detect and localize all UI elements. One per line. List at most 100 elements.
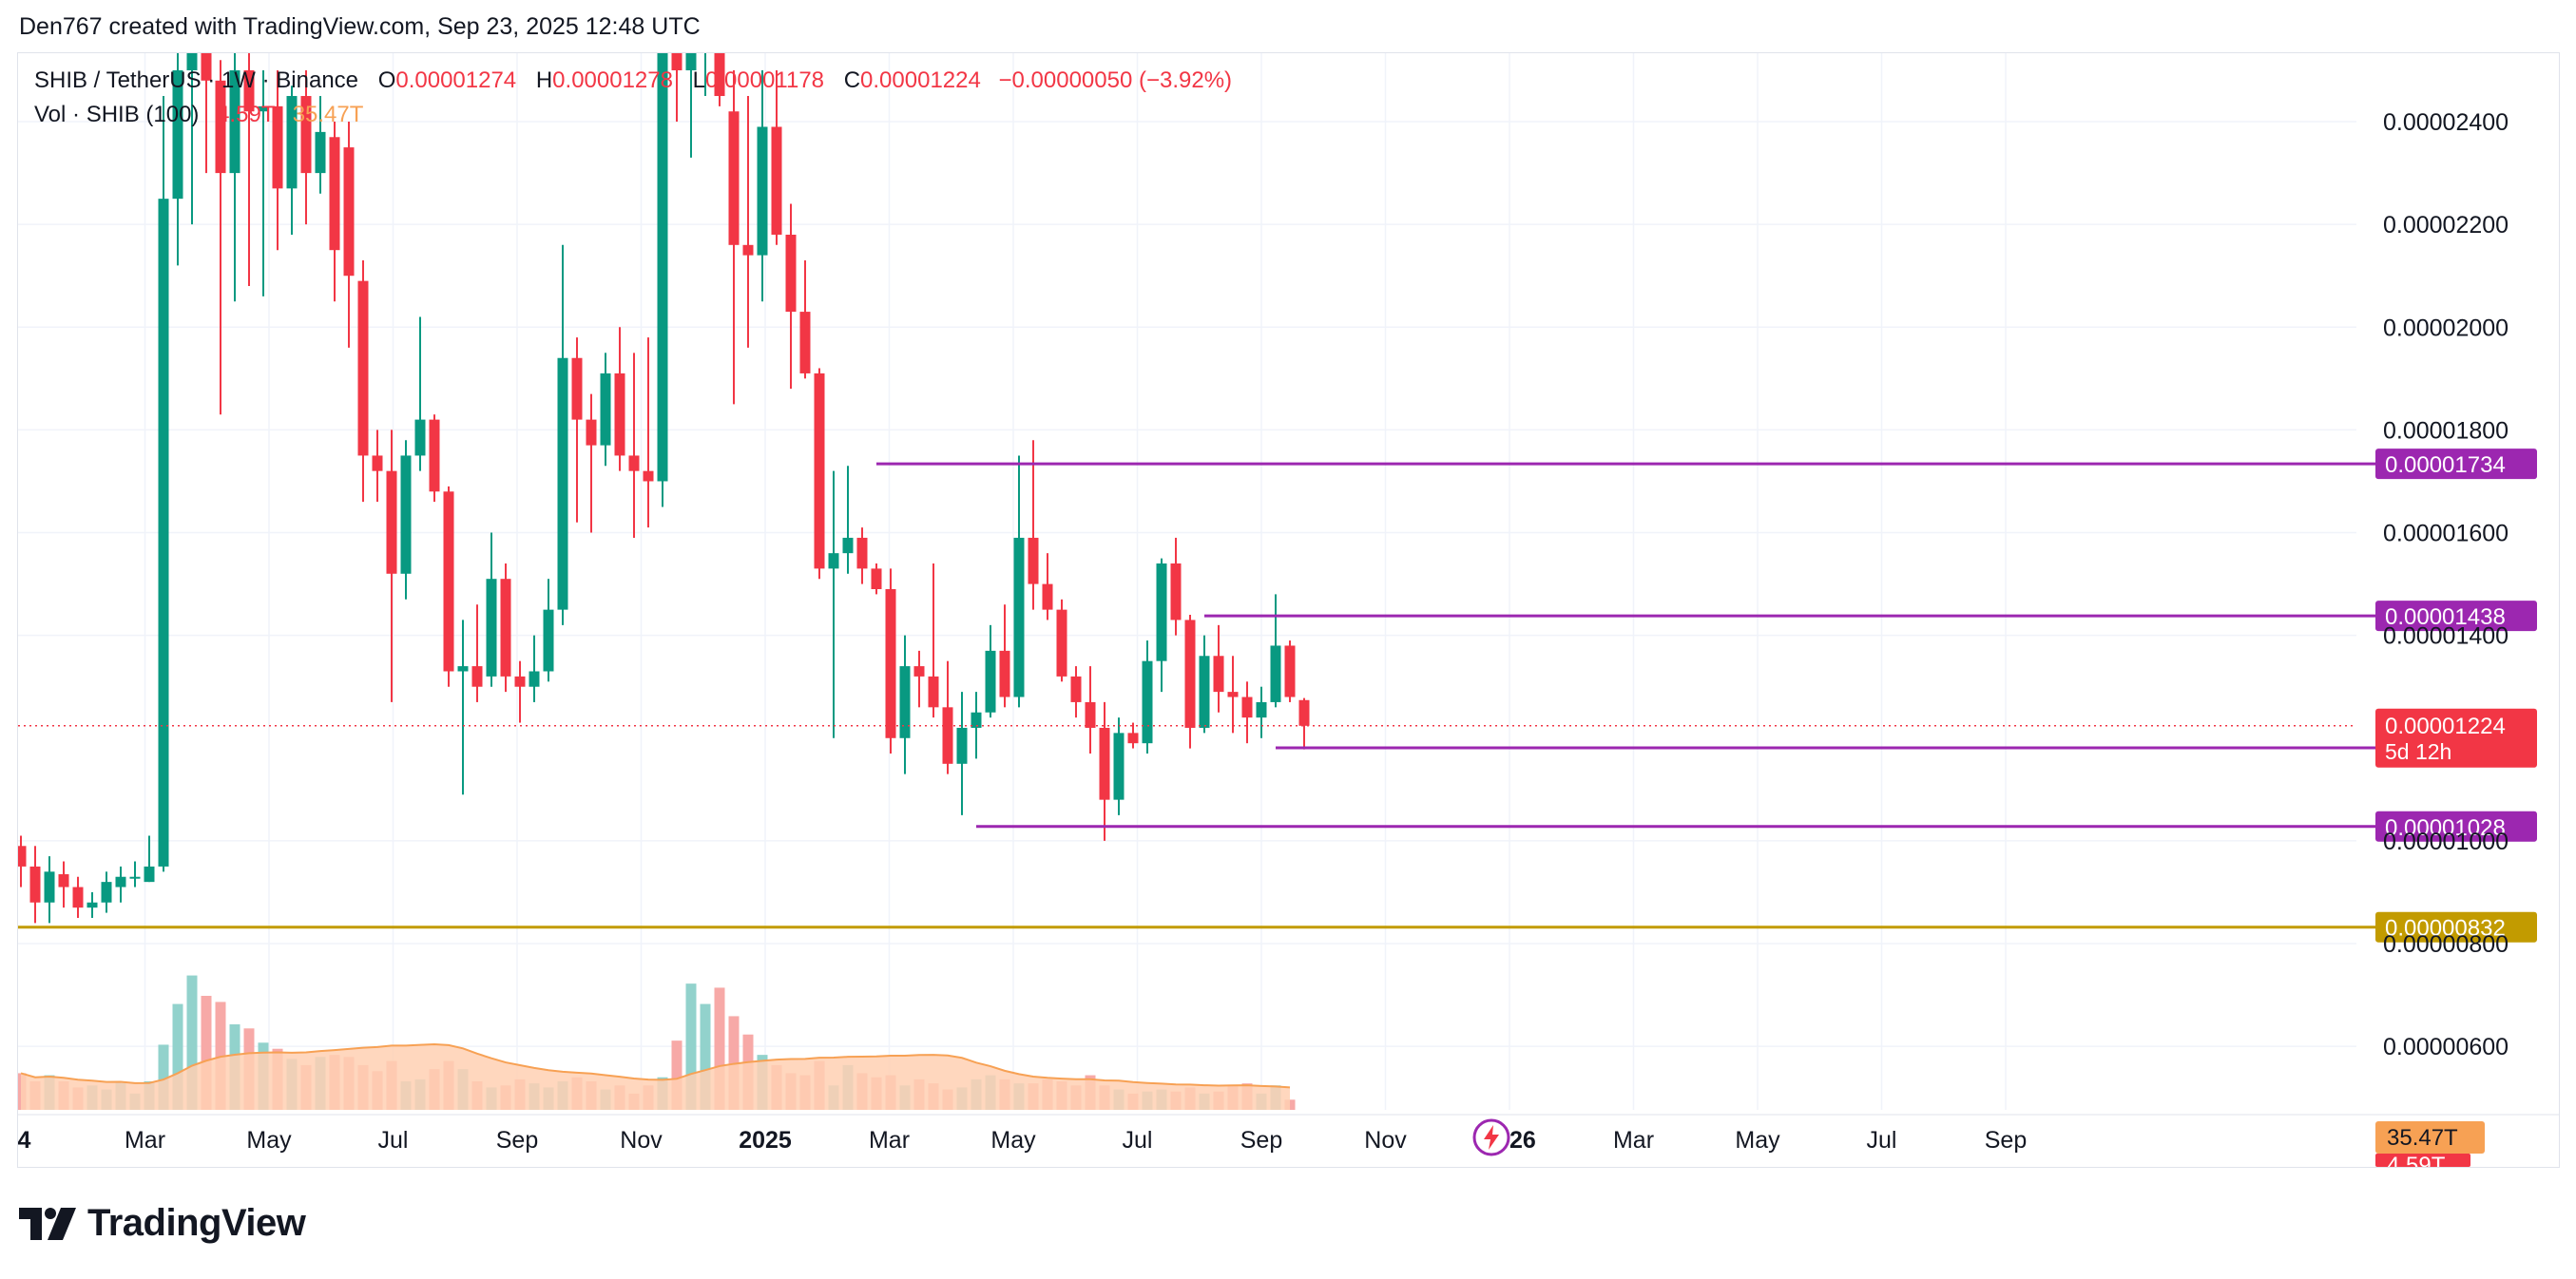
candle [29,846,41,924]
candle-body [657,53,668,482]
candle-body [87,902,98,908]
candle [1056,599,1067,682]
time-tick-label: Sep [496,1127,538,1154]
candle [500,563,511,693]
price-tick-label: 0.00000600 [2383,1034,2509,1060]
candle-body [799,312,811,373]
candle-body [586,419,597,446]
candle [286,86,298,235]
candle-body [1042,583,1053,610]
candle [1028,440,1039,610]
candle [600,353,611,467]
price-tick-label: 0.00001000 [2383,829,2509,855]
candle [58,861,69,908]
candle [529,635,540,702]
chart-credit-header: Den767 created with TradingView.com, Sep… [19,13,701,40]
time-tick-label: Jul [1867,1127,1897,1154]
candlestick-chart[interactable]: 0.000017340.000014380.000011810.00001028… [18,53,2559,1167]
candle [372,430,383,503]
legend-open-label: O [377,67,396,93]
candle-body [29,866,41,903]
level-price-tag [2375,811,2537,842]
candle [514,660,526,723]
candle [956,692,968,815]
candle [871,563,882,595]
candle-body [742,244,754,256]
candle-body [1127,733,1139,744]
tradingview-logo[interactable]: TradingView [19,1202,306,1245]
volume-ma-tag-text: 35.47T [2387,1125,2458,1151]
candle [172,53,183,266]
candle-body [101,882,112,903]
candle-body [571,357,583,420]
candle [229,53,240,302]
candle-body [44,871,55,903]
candle-body [457,666,469,672]
candle [785,203,797,390]
candle-body [172,70,183,200]
price-axis: 0.00002400 0.00002200 0.00002000 0.00001800… [2383,109,2509,1060]
candle [258,70,269,296]
time-axis: 024MarMayJulSepNov2025MarMayJulSepNov202… [18,1127,2027,1154]
candle [1113,717,1125,815]
legend-price-row: SHIB / TetherUS · 1W · Binance O0.000012… [34,64,1232,98]
candle [1213,624,1224,713]
candle [614,327,625,471]
candle-body [343,147,355,277]
legend-open-value: 0.00001274 [395,67,517,93]
tradingview-logo-icon [19,1207,76,1240]
volume-bar [685,983,697,1110]
candle-body [757,126,768,256]
time-tick-label: 2025 [739,1127,792,1154]
chart-panel[interactable]: 0.000017340.000014380.000011810.00001028… [17,52,2560,1168]
candle [72,876,84,918]
price-tick-label: 0.00002200 [2383,212,2509,239]
candle-body [600,372,611,446]
candle-body [842,537,854,554]
candle [129,861,141,888]
candle-body [529,671,540,687]
volume-ma-tag [2375,1121,2485,1154]
candle [814,368,825,580]
candle [557,244,568,625]
candle [457,620,469,795]
candle [400,440,412,600]
candle-body [1028,537,1039,584]
candle-body [614,372,625,456]
candle-body [18,846,27,867]
volume-bar [700,1003,711,1110]
time-tick-label: Jul [1123,1127,1153,1154]
candle-body [115,876,126,888]
candle [343,122,355,348]
candle [628,353,640,538]
legend-low-value: 0.00001178 [705,67,825,93]
candle-body [557,357,568,610]
candle-body [215,80,226,174]
time-tick-label: May [1735,1127,1780,1154]
level-price-text: 0.00001028 [2385,815,2506,841]
candle-body [785,234,797,313]
candle-body [1142,660,1153,744]
candle-body [514,676,526,687]
candle [671,53,682,123]
candle [1298,697,1310,750]
candle-body [429,419,440,492]
candle [429,414,440,503]
candle-body [243,70,255,112]
volume-tag-text: 4.59T [2387,1153,2446,1167]
candle [414,316,426,471]
candle-body [315,131,326,174]
candle [913,650,925,708]
lightning-icon[interactable] [1471,1117,1511,1157]
candle-body [272,105,283,189]
candle-body [985,650,996,713]
candle [657,53,668,507]
candle-body [1156,563,1167,661]
candle [115,866,126,903]
legend-symbol[interactable]: SHIB / TetherUS · 1W · Binance [34,67,359,93]
candle-body [414,419,426,456]
candle [828,470,839,738]
legend-volume-label[interactable]: Vol · SHIB (100) [34,102,200,127]
candle [757,70,768,302]
candle-body [1099,727,1110,800]
